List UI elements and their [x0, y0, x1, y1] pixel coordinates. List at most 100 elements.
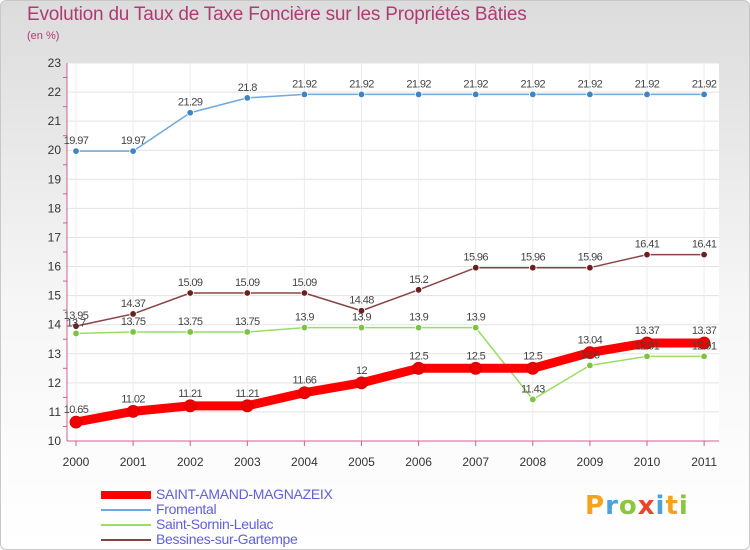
- series-line: [75, 93, 705, 152]
- y-tick-label: 22: [48, 85, 62, 99]
- data-label: 21.92: [292, 78, 317, 90]
- data-label: 12: [356, 365, 368, 377]
- data-point: [69, 415, 83, 429]
- data-label: 21.92: [692, 78, 717, 90]
- data-point: [300, 289, 309, 297]
- data-point: [643, 250, 651, 259]
- data-label: 15.2: [409, 274, 428, 286]
- data-point: [529, 264, 537, 272]
- series-line: [75, 326, 705, 401]
- y-tick-label: 14: [48, 318, 62, 332]
- data-label: 15.09: [235, 277, 260, 289]
- data-point: [240, 399, 254, 413]
- x-tick-label: 2008: [519, 455, 546, 469]
- data-label: 19.97: [64, 135, 89, 147]
- data-point: [355, 376, 368, 390]
- data-point: [243, 328, 251, 336]
- data-point: [640, 336, 654, 350]
- data-point: [72, 147, 80, 155]
- data-label: 13.9: [352, 312, 371, 324]
- data-label: 21.92: [463, 78, 488, 90]
- legend-swatch: [101, 539, 151, 541]
- y-tick-label: 18: [48, 201, 62, 215]
- x-tick-label: 2011: [691, 455, 717, 469]
- y-tick-label: 16: [48, 260, 62, 274]
- data-point: [529, 90, 537, 99]
- x-tick-label: 2003: [234, 455, 261, 469]
- series-line: [75, 253, 705, 327]
- data-point: [300, 323, 309, 332]
- data-point: [700, 250, 708, 259]
- data-point: [700, 90, 708, 99]
- data-point: [526, 361, 540, 375]
- x-tick-label: 2009: [577, 455, 604, 469]
- brand-letter: i: [655, 491, 666, 521]
- brand-letter: P: [585, 491, 606, 521]
- data-point: [586, 361, 594, 370]
- data-label: 12.5: [523, 350, 542, 362]
- data-label: 19.97: [121, 135, 146, 147]
- data-point: [469, 361, 483, 375]
- data-label: 13.37: [635, 325, 660, 337]
- y-tick-label: 11: [49, 405, 62, 419]
- data-point: [129, 328, 137, 336]
- data-label: 11.21: [235, 388, 259, 400]
- series-layer: [69, 90, 711, 429]
- data-point: [183, 399, 197, 413]
- data-label: 21.8: [238, 82, 257, 94]
- x-tick-label: 2002: [177, 455, 204, 469]
- brand-letter: i: [678, 491, 689, 521]
- data-point: [586, 90, 594, 99]
- data-point: [186, 109, 194, 117]
- data-label: 13.75: [235, 316, 260, 328]
- y-tick-label: 10: [48, 434, 62, 448]
- data-label: 21.92: [635, 78, 660, 90]
- data-label: 11.21: [178, 388, 202, 400]
- y-tick-label: 12: [48, 376, 62, 390]
- data-label: 21.92: [406, 78, 431, 90]
- data-label: 13.9: [466, 312, 485, 324]
- data-label: 16.41: [635, 239, 660, 251]
- data-point: [357, 90, 366, 99]
- data-label: 15.96: [463, 252, 488, 264]
- y-tick-label: 20: [48, 143, 62, 157]
- data-point: [700, 352, 708, 361]
- data-point: [126, 404, 140, 418]
- data-label: 13.9: [295, 312, 314, 324]
- data-point: [414, 323, 423, 332]
- data-point: [529, 395, 537, 404]
- data-label: 13.75: [178, 316, 203, 328]
- data-label: 13.7: [66, 317, 85, 329]
- x-tick-label: 2004: [291, 455, 318, 469]
- data-point: [243, 289, 251, 297]
- data-point: [414, 286, 423, 294]
- data-point: [357, 307, 366, 315]
- data-label: 13.75: [121, 316, 146, 328]
- data-point: [472, 323, 480, 332]
- legend-label: Bessines-sur-Gartempe: [156, 531, 298, 547]
- data-label: 14.37: [121, 298, 146, 310]
- data-point: [72, 322, 80, 330]
- data-point: [243, 94, 251, 102]
- y-tick-label: 23: [48, 56, 62, 70]
- legend-swatch: [101, 509, 151, 511]
- legend-label: Fromental: [156, 501, 217, 517]
- data-point: [357, 323, 366, 332]
- chart-title: Evolution du Taux de Taxe Foncière sur l…: [27, 4, 527, 25]
- y-tick-label: 15: [48, 289, 62, 303]
- data-label: 21.92: [521, 78, 546, 90]
- legend-swatch: [101, 524, 151, 526]
- data-point: [583, 346, 597, 360]
- data-label: 15.96: [521, 252, 546, 264]
- data-label: 21.92: [349, 78, 374, 90]
- y-tick-label: 21: [48, 114, 62, 128]
- data-label: 15.09: [178, 277, 203, 289]
- data-label: 11.02: [121, 393, 145, 405]
- data-point: [586, 264, 594, 272]
- data-label: 13.9: [409, 312, 428, 324]
- data-label: 12.91: [692, 340, 717, 352]
- data-point: [129, 147, 137, 155]
- y-tick-label: 13: [48, 347, 62, 361]
- data-point: [129, 310, 137, 318]
